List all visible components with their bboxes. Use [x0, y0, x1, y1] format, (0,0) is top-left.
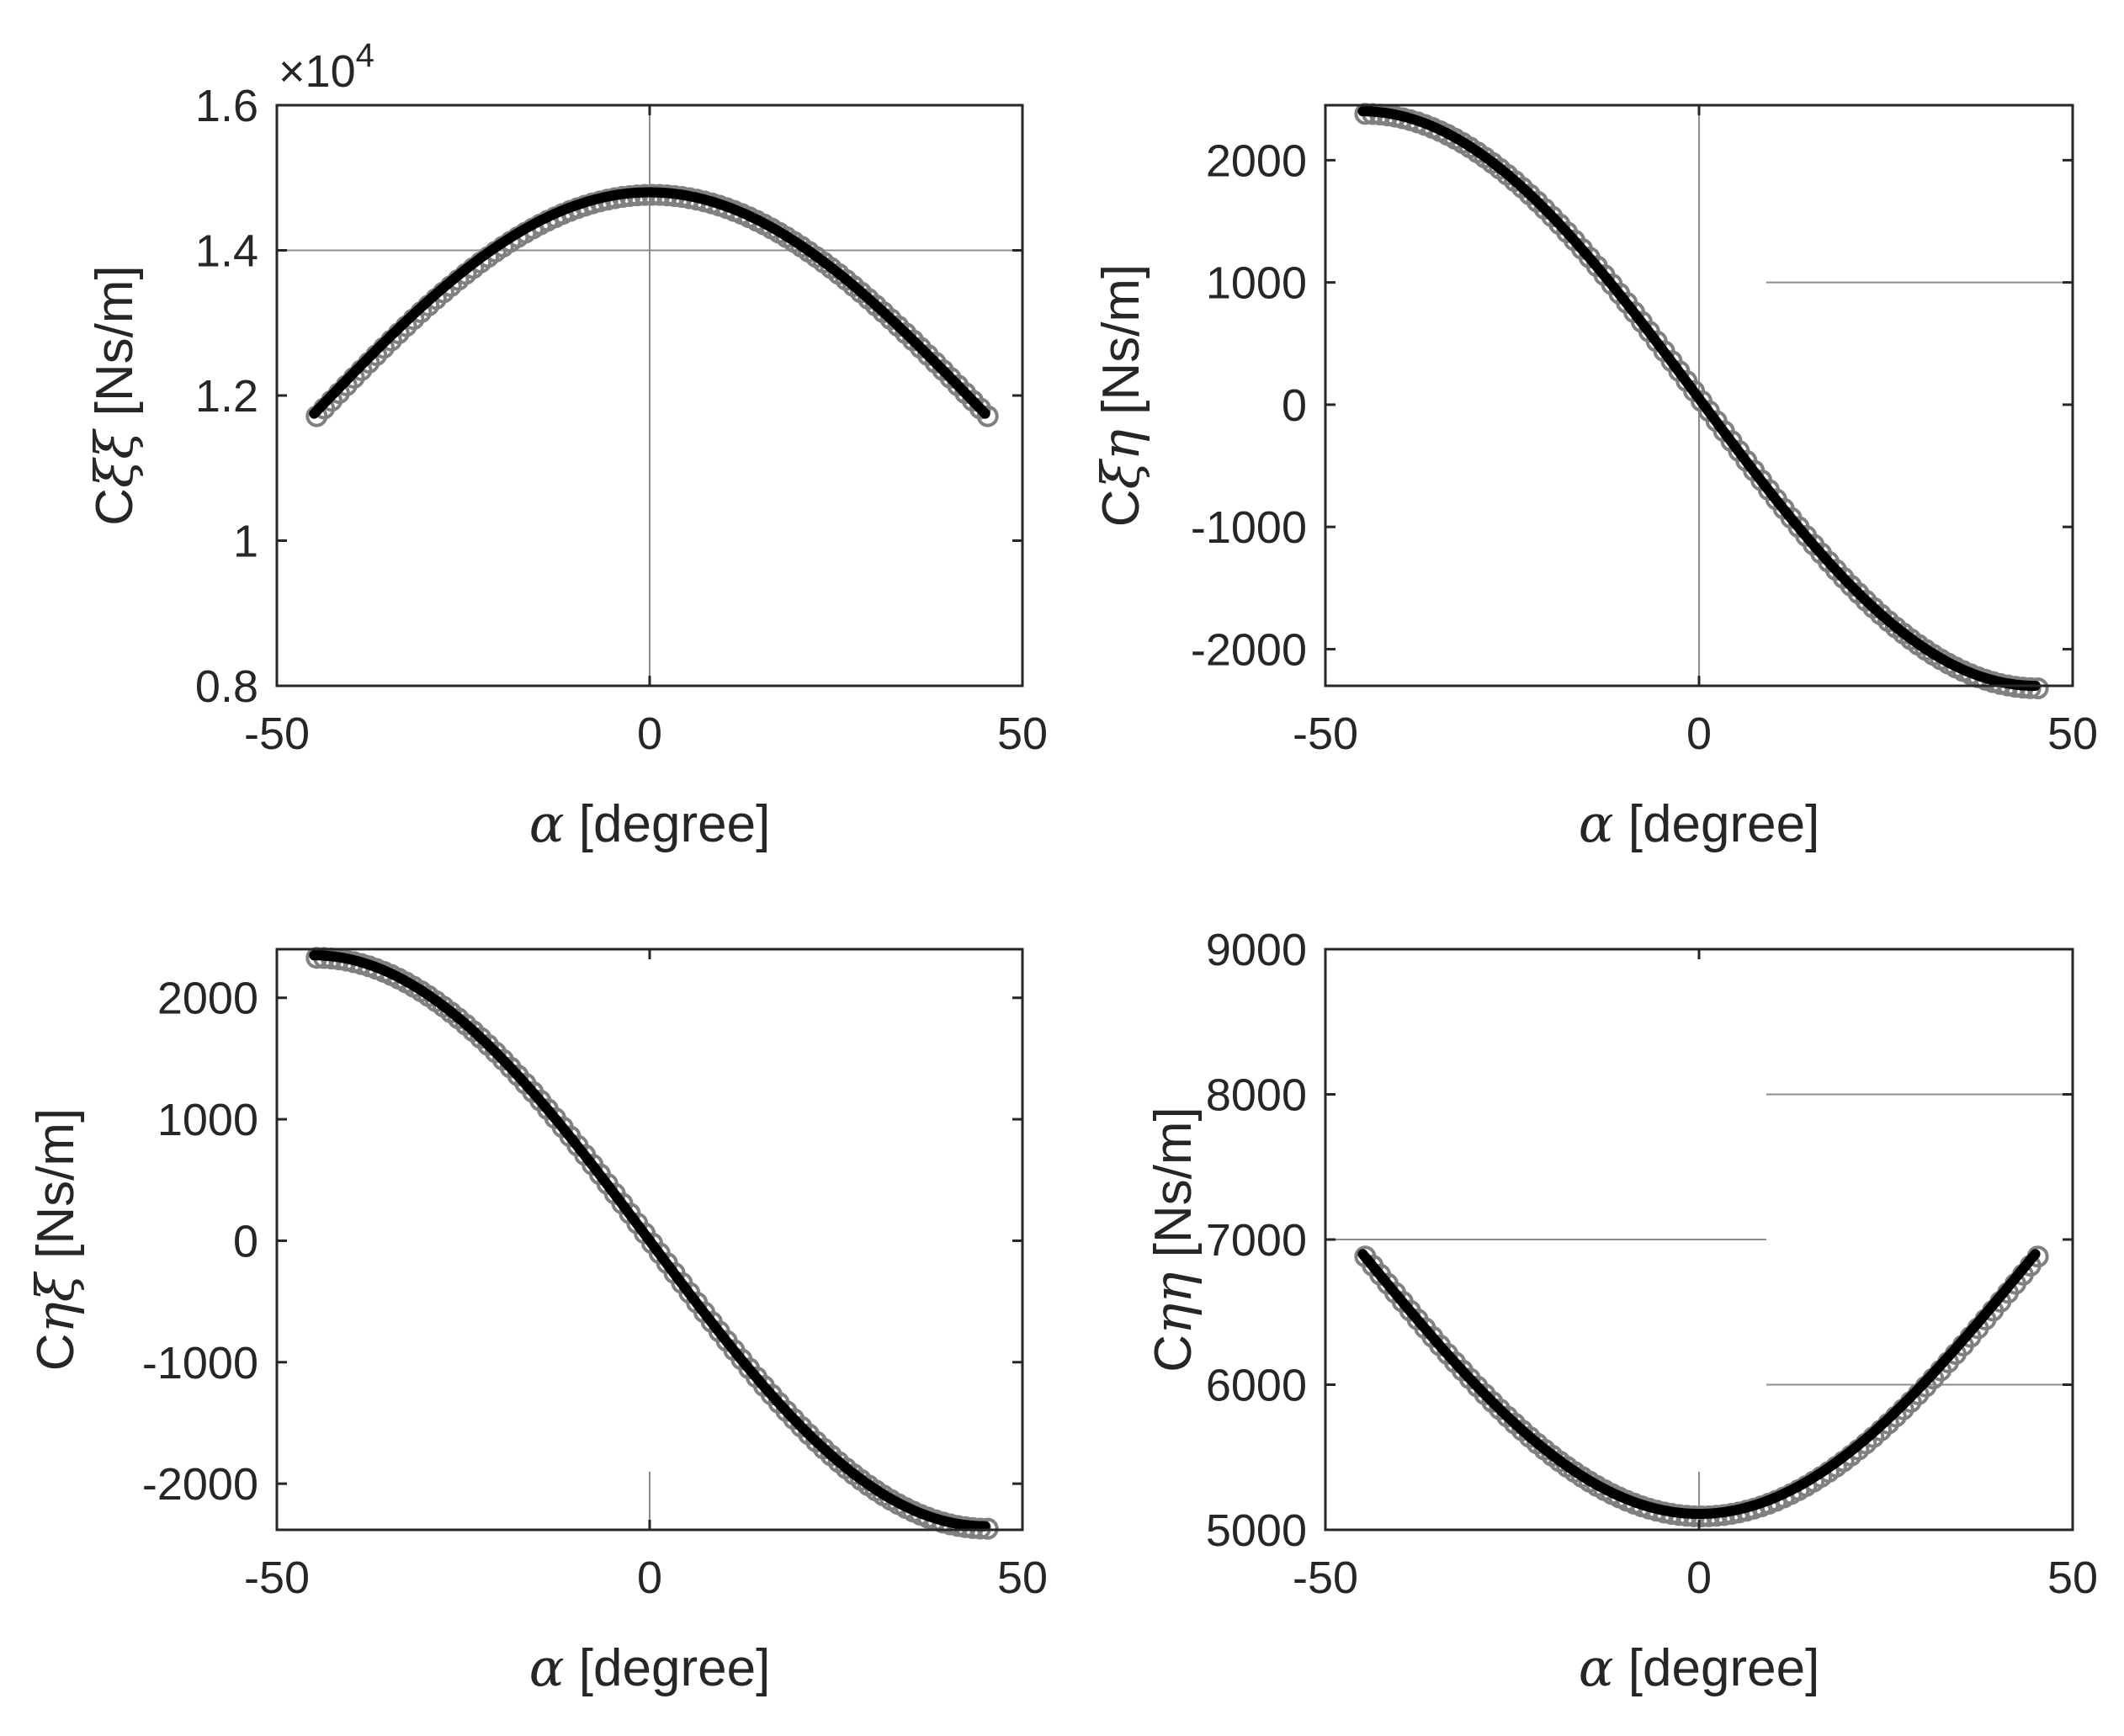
data-marker — [976, 405, 999, 427]
subplot-c-eta-xi: -50 0 50 -2000 -1000 0 1000 2000 α [degr… — [24, 947, 1048, 1698]
x-tick-label: 0 — [1686, 709, 1712, 759]
y-axis-symbol: ηη — [1142, 1272, 1203, 1335]
y-tick-label: 1.6 — [195, 81, 258, 131]
plot-area — [1324, 948, 2074, 1532]
y-tick-label: 7000 — [1206, 1215, 1307, 1266]
y-tick-labels: 0.8 1 1.2 1.4 1.6 — [195, 81, 258, 712]
x-tick-labels: -50 0 50 — [244, 709, 1048, 759]
y-axis-unit: [Ns/m] — [86, 265, 144, 430]
x-tick-label: 50 — [997, 709, 1048, 759]
y-tick-label: -2000 — [142, 1459, 258, 1510]
series-line — [1357, 1249, 2041, 1519]
x-axis-label: α [degree] — [1579, 793, 1820, 854]
x-axis-symbol: α — [529, 793, 565, 854]
y-axis-unit: [Ns/m] — [27, 1108, 85, 1273]
y-axis-prefix: C — [1092, 489, 1150, 527]
subplot-c-xi-xi: -50 0 50 0.8 1 1.2 1.4 1.6 ×104 α [degre… — [83, 37, 1048, 854]
y-axis-prefix: C — [86, 488, 144, 526]
marker-series — [1354, 103, 2049, 699]
y-axis-label: Cηξ [Ns/m] — [24, 1108, 86, 1371]
x-tick-labels: -50 0 50 — [244, 1553, 1048, 1603]
y-tick-label: 0 — [233, 1216, 258, 1266]
plot-area — [275, 104, 1024, 687]
x-axis-symbol: α — [1579, 1637, 1614, 1698]
y-tick-labels: -2000 -1000 0 1000 2000 — [142, 974, 258, 1510]
y-tick-label: 2000 — [1206, 135, 1307, 186]
x-axis-symbol: α — [529, 1637, 565, 1698]
y-tick-label: 1 — [233, 517, 258, 567]
series-line — [309, 950, 990, 1532]
x-axis-label: α [degree] — [1579, 1637, 1820, 1698]
y-tick-label: 5000 — [1206, 1505, 1307, 1556]
y-tick-label: 0 — [1282, 380, 1307, 431]
y-exponent: ×104 — [279, 37, 374, 97]
y-tick-label: 6000 — [1206, 1361, 1307, 1411]
plot-area — [1324, 103, 2074, 699]
x-tick-label: -50 — [244, 709, 310, 759]
y-axis-unit: [Ns/m] — [1144, 1107, 1203, 1271]
x-tick-label: 50 — [997, 1553, 1048, 1603]
x-tick-label: 50 — [2047, 1553, 2098, 1603]
x-tick-label: -50 — [1293, 709, 1358, 759]
x-tick-label: 50 — [2047, 709, 2098, 759]
y-exponent-base: ×10 — [279, 46, 356, 97]
x-axis-label: α [degree] — [529, 793, 771, 854]
x-axis-unit: [degree] — [1614, 1639, 1820, 1697]
y-axis-prefix: C — [1144, 1335, 1203, 1372]
x-axis-unit: [degree] — [1614, 795, 1820, 853]
x-tick-label: -50 — [244, 1553, 310, 1603]
x-tick-label: 0 — [1686, 1553, 1712, 1603]
y-tick-label: 1.4 — [195, 226, 258, 277]
y-axis-symbol: ηξ — [24, 1271, 86, 1333]
subplot-c-eta-eta: -50 0 50 5000 6000 7000 8000 9000 α [deg… — [1142, 925, 2098, 1698]
y-tick-labels: 5000 6000 7000 8000 9000 — [1206, 925, 1307, 1556]
subplot-c-xi-eta: -50 0 50 -2000 -1000 0 1000 2000 α [degr… — [1090, 103, 2098, 854]
y-axis-symbol: ξη — [1090, 429, 1151, 489]
y-tick-label: 1000 — [1206, 258, 1307, 309]
y-tick-label: 0.8 — [195, 661, 258, 712]
series-line — [1357, 106, 2041, 691]
y-axis-unit: [Ns/m] — [1092, 264, 1150, 429]
y-tick-label: 1000 — [157, 1095, 258, 1145]
x-axis-unit: [degree] — [565, 1639, 771, 1697]
y-tick-label: -1000 — [1191, 502, 1307, 553]
y-exponent-power: 4 — [356, 37, 374, 74]
x-axis-unit: [degree] — [565, 795, 771, 853]
y-axis-label: Cηη [Ns/m] — [1142, 1107, 1203, 1372]
x-tick-labels: -50 0 50 — [1293, 1553, 2098, 1603]
y-tick-label: 2000 — [157, 974, 258, 1024]
x-tick-label: 0 — [637, 1553, 662, 1603]
y-axis-prefix: C — [27, 1333, 85, 1371]
x-tick-label: 0 — [637, 709, 662, 759]
y-tick-label: 8000 — [1206, 1070, 1307, 1121]
y-axis-label: Cξξ [Ns/m] — [83, 265, 145, 525]
x-tick-label: -50 — [1293, 1553, 1358, 1603]
x-axis-label: α [degree] — [529, 1637, 771, 1698]
y-axis-label: Cξη [Ns/m] — [1090, 264, 1151, 527]
y-tick-labels: -2000 -1000 0 1000 2000 — [1191, 135, 1307, 675]
y-tick-label: 1.2 — [195, 371, 258, 422]
y-tick-label: 9000 — [1206, 925, 1307, 975]
y-axis-symbol: ξξ — [83, 428, 145, 488]
x-tick-labels: -50 0 50 — [1293, 709, 2098, 759]
x-axis-symbol: α — [1579, 793, 1614, 854]
y-tick-label: -1000 — [142, 1338, 258, 1388]
plot-area — [275, 947, 1024, 1540]
series-line — [309, 187, 990, 419]
y-tick-label: -2000 — [1191, 624, 1307, 675]
